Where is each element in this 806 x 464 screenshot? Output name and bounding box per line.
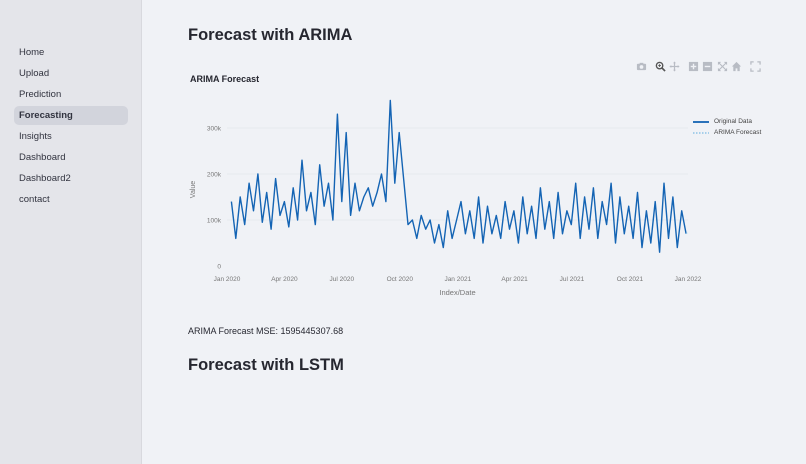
series-original-data — [230, 99, 687, 253]
y-tick-label: 100k — [207, 218, 222, 225]
chart-modebar — [636, 59, 764, 72]
autoscale-icon[interactable] — [717, 59, 730, 72]
zoom-out-icon[interactable] — [702, 59, 715, 72]
legend-item-forecast[interactable]: ARIMA Forecast — [693, 127, 761, 138]
lstm-heading: Forecast with LSTM — [188, 356, 344, 374]
x-tick-label: Jan 2020 — [214, 276, 241, 283]
chart-legend: Original Data ARIMA Forecast — [693, 116, 761, 138]
fullscreen-icon[interactable] — [749, 59, 763, 72]
mse-text: ARIMA Forecast MSE: 1595445307.68 — [188, 326, 344, 336]
x-tick-label: Jan 2021 — [444, 276, 471, 283]
camera-icon[interactable] — [636, 59, 649, 71]
y-tick-label: 0 — [217, 264, 221, 271]
main-content: Forecast with ARIMA ARIMA Forecast — [142, 0, 806, 464]
y-axis-title: Value — [190, 181, 197, 198]
legend-label-original: Original Data — [714, 118, 752, 125]
legend-swatch-forecast — [693, 131, 709, 134]
x-axis-title: Index/Date — [439, 288, 475, 297]
sidebar-item-insights[interactable]: Insights — [19, 131, 52, 142]
legend-swatch-original — [693, 120, 709, 123]
zoom-in-icon[interactable] — [688, 59, 701, 72]
arima-forecast-chart[interactable]: 0 100k 200k 300k Jan 2020 Apr 2020 Jul 2020 Oct… — [142, 0, 702, 310]
x-tick-label: Jan 2022 — [675, 276, 702, 283]
arima-heading: Forecast with ARIMA — [188, 26, 353, 44]
x-tick-label: Jul 2020 — [329, 276, 354, 283]
pan-icon[interactable] — [669, 59, 682, 72]
sidebar-item-contact[interactable]: contact — [19, 194, 50, 205]
sidebar-item-prediction[interactable]: Prediction — [19, 89, 62, 100]
sidebar: Home Upload Prediction Forecasting Insig… — [0, 0, 142, 464]
y-tick-label: 300k — [207, 126, 222, 133]
x-tick-label: Apr 2020 — [271, 276, 298, 283]
sidebar-item-home[interactable]: Home — [19, 47, 45, 58]
x-tick-label: Jul 2021 — [560, 276, 585, 283]
legend-label-forecast: ARIMA Forecast — [714, 129, 762, 136]
y-tick-label: 200k — [207, 172, 222, 179]
legend-item-original[interactable]: Original Data — [693, 116, 761, 127]
sidebar-item-upload[interactable]: Upload — [19, 68, 50, 79]
sidebar-nav: Home Upload Prediction Forecasting Insig… — [14, 43, 128, 211]
chart-title: ARIMA Forecast — [190, 74, 260, 84]
reset-axes-icon[interactable] — [731, 59, 744, 72]
sidebar-item-dashboard[interactable]: Dashboard — [19, 152, 66, 163]
sidebar-item-dashboard2[interactable]: Dashboard2 — [19, 173, 71, 184]
series-arima-forecast — [685, 231, 689, 235]
x-tick-label: Oct 2020 — [387, 276, 414, 283]
zoom-icon[interactable] — [655, 59, 668, 72]
sidebar-item-forecasting[interactable]: Forecasting — [14, 106, 128, 125]
x-tick-label: Oct 2021 — [617, 276, 644, 283]
x-tick-label: Apr 2021 — [501, 276, 528, 283]
